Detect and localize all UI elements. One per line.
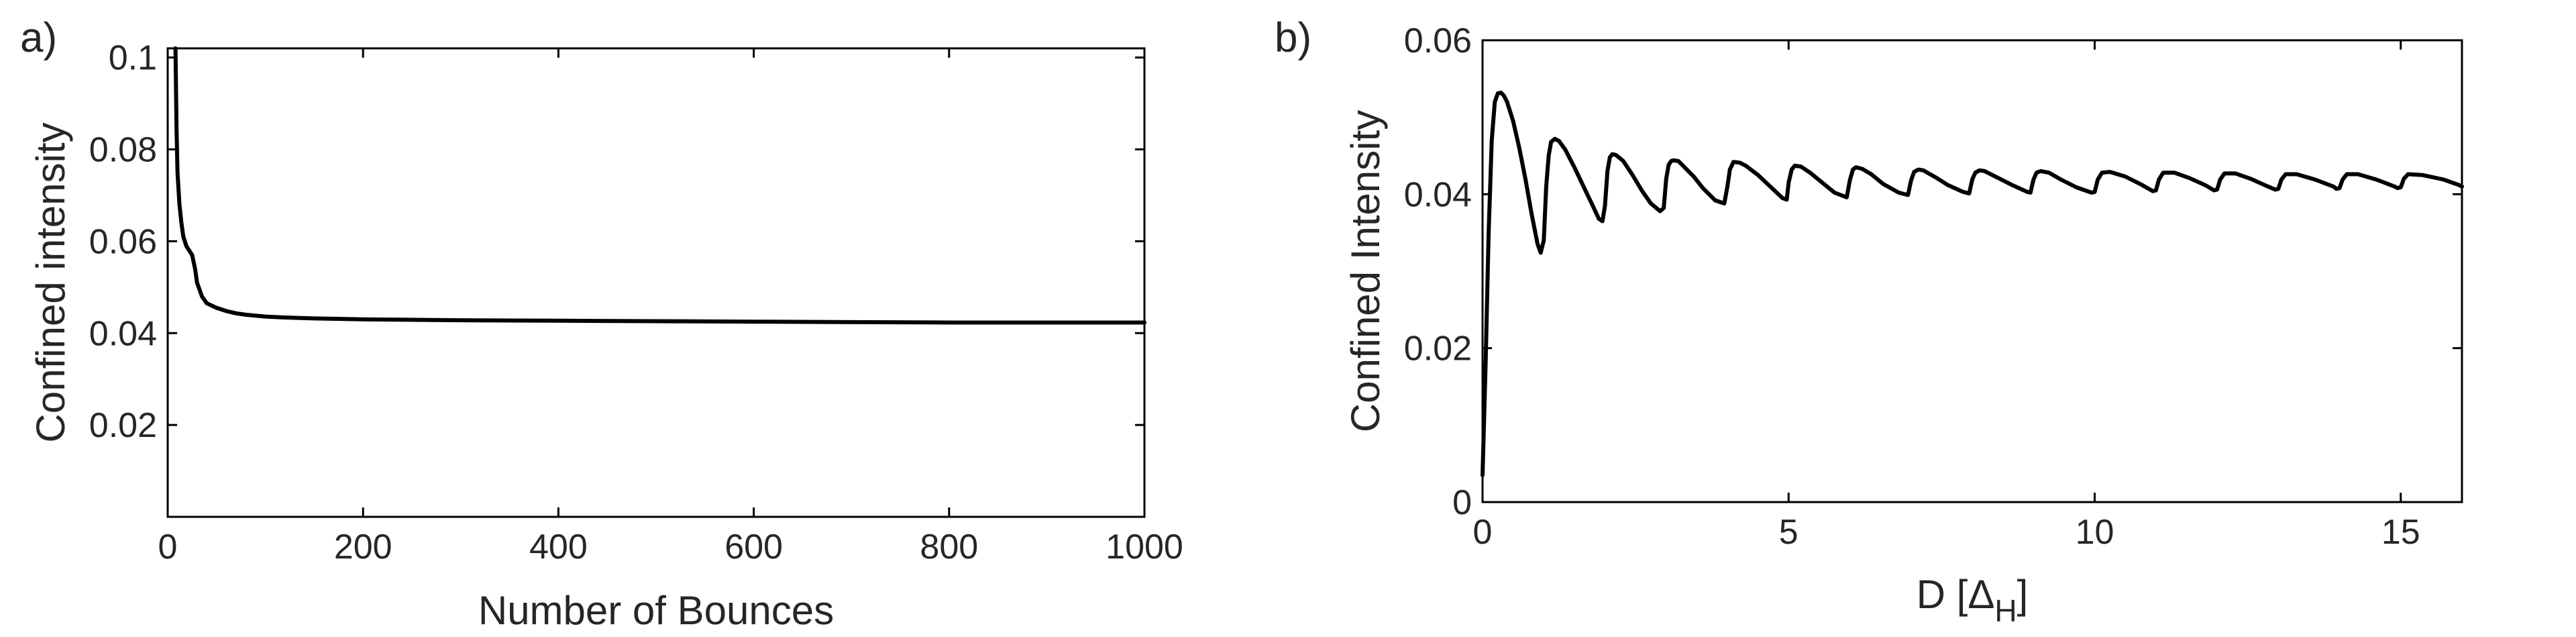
y-tick-label: 0 — [1452, 483, 1472, 522]
panel-b-ticks — [1481, 39, 2462, 503]
panel-b-tick-labels: 0 5 10 15 0 0.02 0.04 0.06 — [1404, 21, 2420, 552]
panel-a-tick-labels: 0 200 400 600 800 1000 0.02 0.04 0.06 0.08 0.1 — [89, 39, 1183, 567]
panel-b: b) 0 5 10 15 0 0.02 0.04 0.06 D [ΔH] Confined I… — [1275, 15, 2464, 628]
x-tick-label: 15 — [2381, 513, 2420, 552]
panel-b-series-line — [1481, 91, 2464, 477]
x-tick-label: 1000 — [1106, 528, 1183, 567]
y-tick-label: 0.02 — [89, 406, 157, 445]
x-tick-label: 5 — [1779, 513, 1799, 552]
panel-b-plot-frame — [1481, 39, 2463, 503]
y-tick-label: 0.1 — [109, 39, 157, 78]
x-tick-label: 400 — [529, 528, 588, 567]
panel-b-label: b) — [1275, 15, 1311, 61]
x-tick-label: 800 — [920, 528, 978, 567]
panel-a-series-line — [173, 46, 1146, 325]
y-tick-label: 0.06 — [89, 222, 157, 261]
panel-b-x-axis-label-main: D [Δ — [1917, 572, 1995, 617]
x-tick-label: 200 — [334, 528, 392, 567]
x-tick-label: 600 — [724, 528, 783, 567]
panel-b-x-axis-label-subscript: H — [1994, 593, 2017, 628]
panel-a-label: a) — [20, 15, 57, 61]
x-tick-label: 10 — [2076, 513, 2114, 552]
panel-b-x-axis-label: D [ΔH] — [1917, 572, 2029, 628]
panel-a-plot-frame — [166, 47, 1146, 518]
x-tick-label: 0 — [158, 528, 178, 567]
panel-b-x-axis-label-suffix: ] — [2017, 572, 2029, 617]
y-tick-label: 0.08 — [89, 131, 157, 170]
y-tick-label: 0.06 — [1404, 21, 1472, 60]
panel-a-y-axis-label: Confined intensity — [28, 123, 73, 443]
panel-a-ticks — [166, 48, 1146, 517]
panel-b-y-axis-label: Confined Intensity — [1343, 110, 1388, 432]
panel-a-x-axis-label: Number of Bounces — [478, 588, 834, 633]
x-tick-label: 0 — [1473, 513, 1493, 552]
y-tick-label: 0.04 — [1404, 175, 1472, 214]
y-tick-label: 0.02 — [1404, 330, 1472, 369]
y-tick-label: 0.04 — [89, 314, 157, 353]
panel-a: a) 0 200 400 600 800 10000.020.040.060.080.1 … — [20, 15, 1183, 633]
